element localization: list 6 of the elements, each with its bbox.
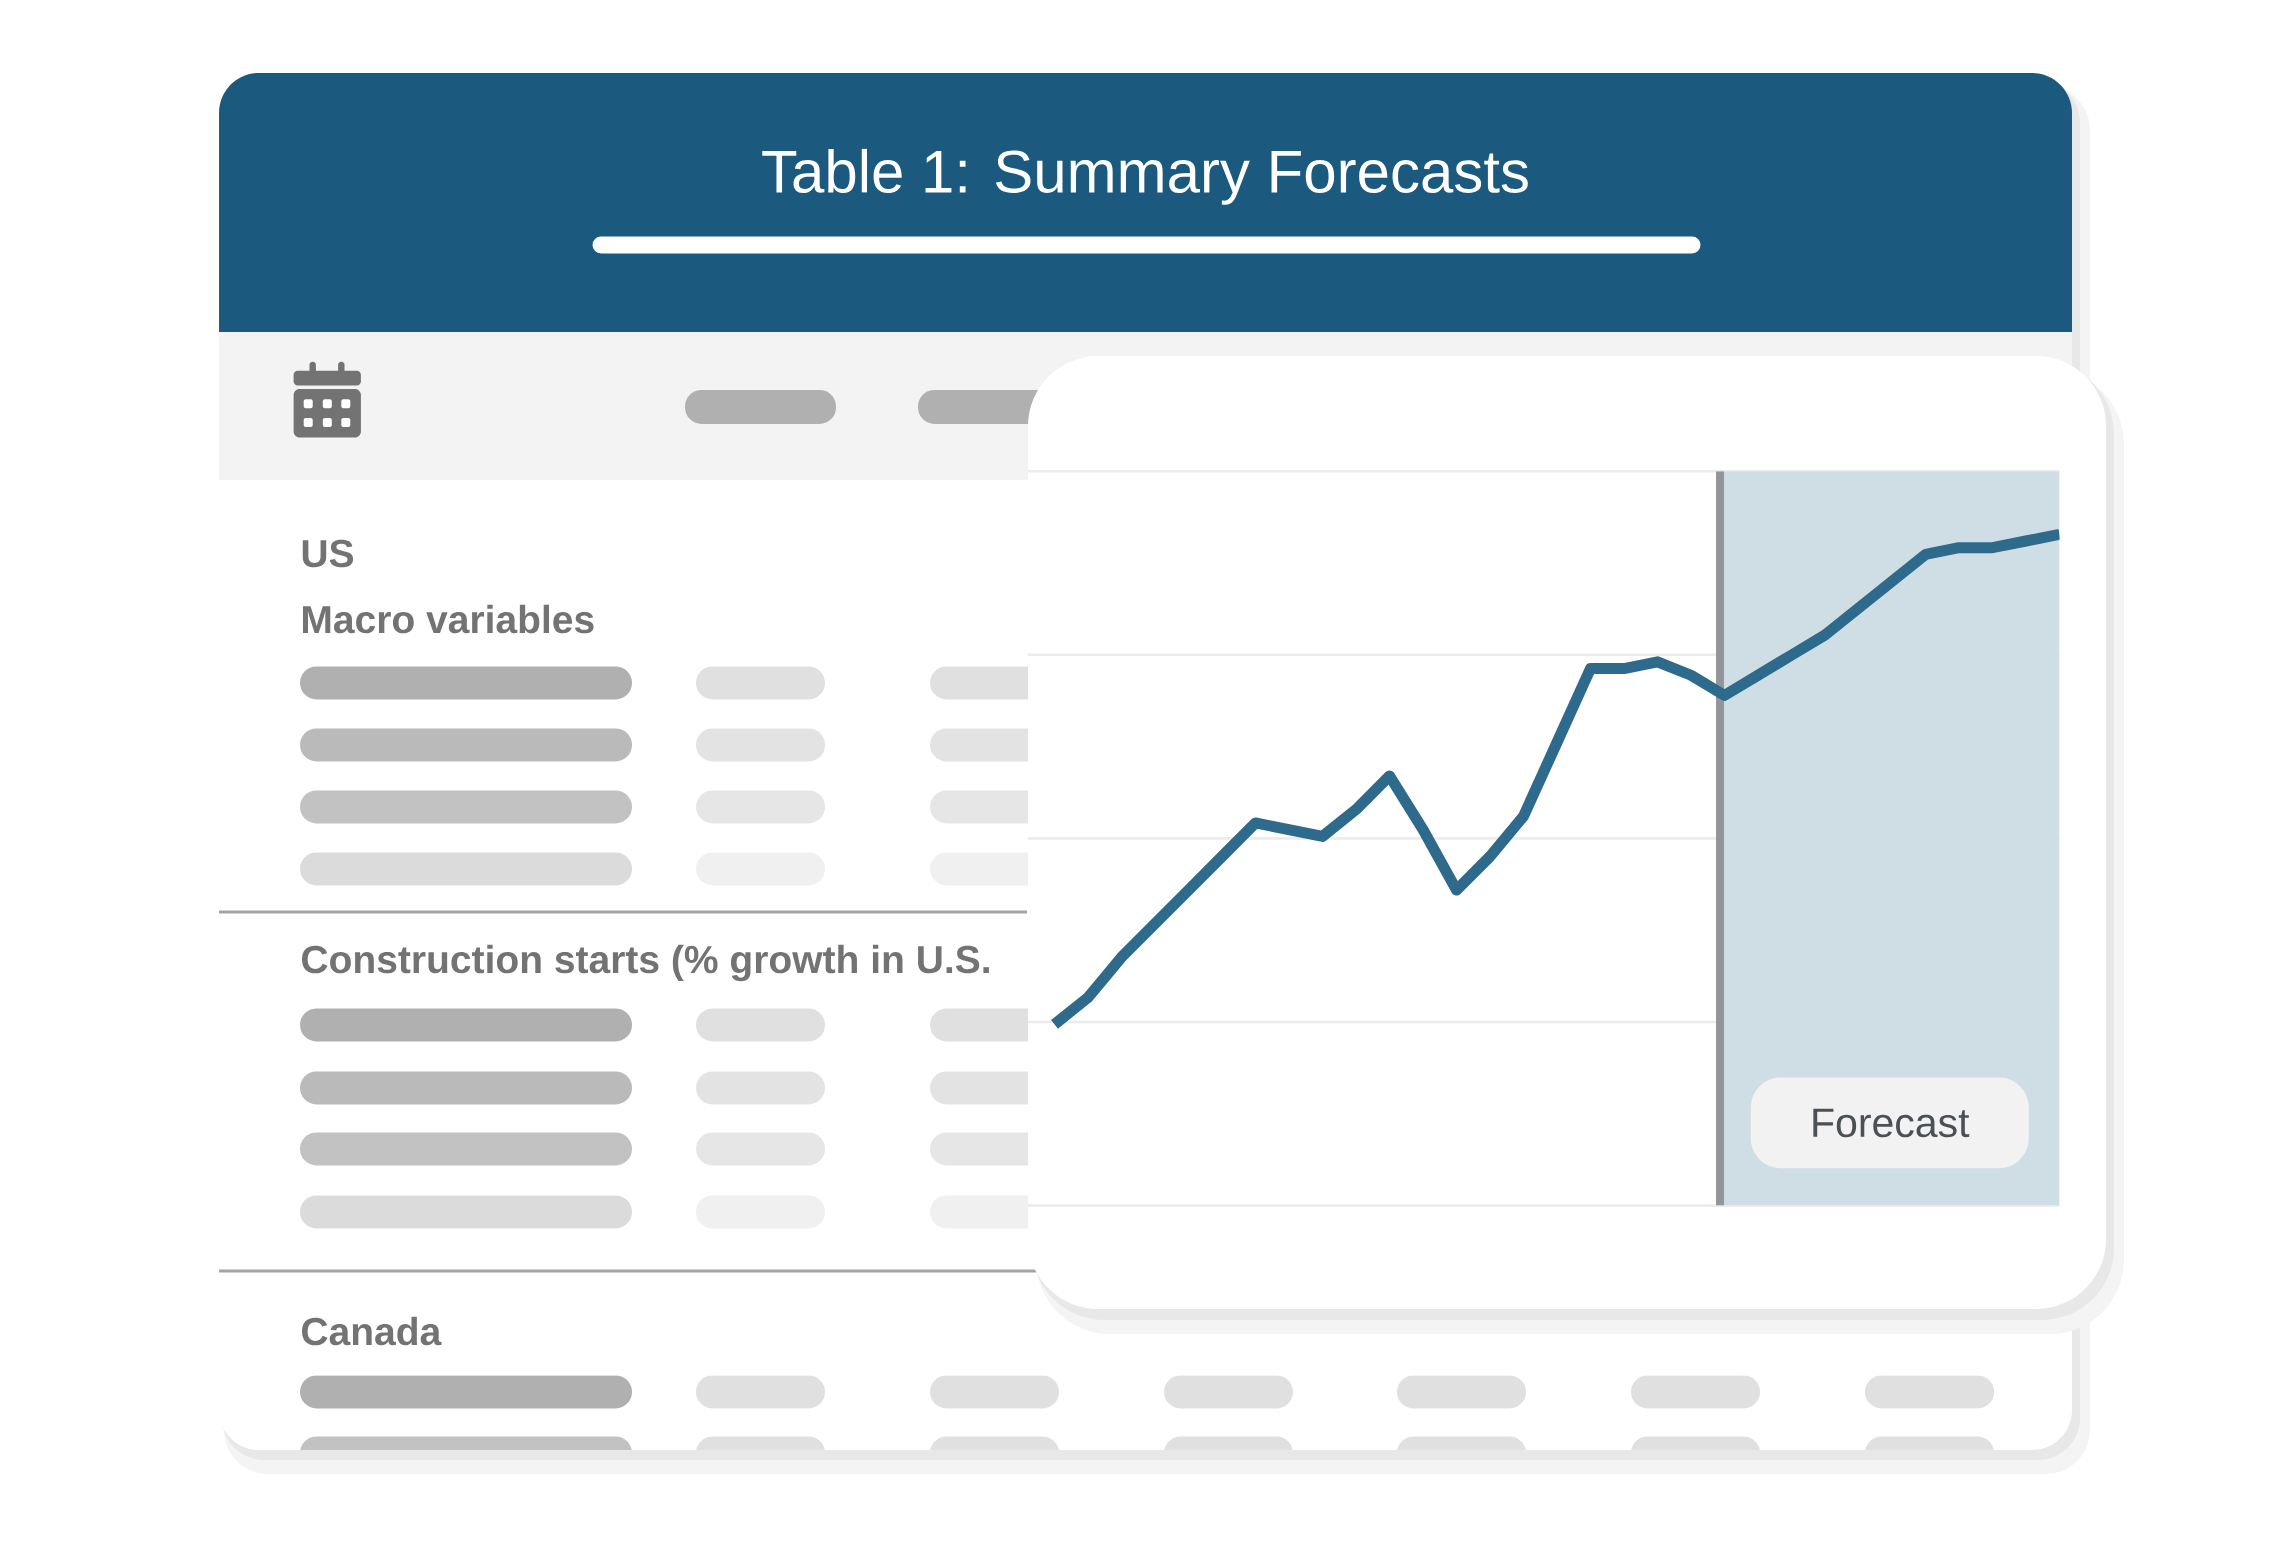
text: Construction starts (% growth in U.S. bbox=[302, 944, 989, 982]
annotation: Forecast bbox=[1813, 1108, 1970, 1138]
text: US bbox=[302, 539, 354, 568]
text: Canada bbox=[302, 1316, 442, 1346]
chart-title: Table 1: Summary Forecasts bbox=[762, 148, 1528, 205]
text: Macro variables bbox=[303, 604, 594, 634]
